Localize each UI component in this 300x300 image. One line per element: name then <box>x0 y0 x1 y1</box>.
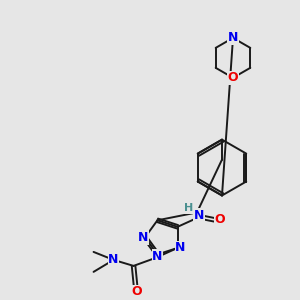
Text: N: N <box>138 231 148 244</box>
Text: N: N <box>108 254 119 266</box>
Text: N: N <box>194 209 204 222</box>
Text: O: O <box>214 213 225 226</box>
Text: O: O <box>131 285 142 298</box>
Text: N: N <box>152 250 163 263</box>
Text: N: N <box>176 242 186 254</box>
Text: H: H <box>184 203 194 214</box>
Text: O: O <box>228 71 238 84</box>
Text: N: N <box>228 32 238 44</box>
